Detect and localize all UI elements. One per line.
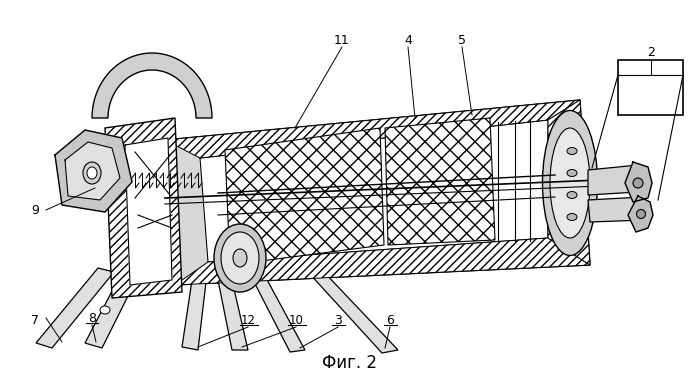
Ellipse shape xyxy=(221,232,259,284)
Polygon shape xyxy=(175,238,590,285)
Ellipse shape xyxy=(83,162,101,184)
Text: 12: 12 xyxy=(241,314,255,327)
Text: Фиг. 2: Фиг. 2 xyxy=(322,354,376,372)
Text: 3: 3 xyxy=(334,314,342,327)
Polygon shape xyxy=(588,197,645,222)
Ellipse shape xyxy=(550,128,590,238)
Text: 2: 2 xyxy=(647,46,655,60)
Polygon shape xyxy=(36,268,114,348)
Polygon shape xyxy=(588,165,638,195)
Polygon shape xyxy=(125,138,172,285)
Polygon shape xyxy=(218,280,248,350)
Polygon shape xyxy=(55,130,132,212)
Polygon shape xyxy=(65,142,120,200)
Polygon shape xyxy=(308,270,398,353)
Text: 9: 9 xyxy=(31,204,39,216)
Text: 4: 4 xyxy=(404,33,412,46)
Polygon shape xyxy=(628,196,653,232)
Ellipse shape xyxy=(633,178,643,188)
Polygon shape xyxy=(165,100,590,285)
Ellipse shape xyxy=(214,224,266,292)
Bar xyxy=(618,60,683,115)
Polygon shape xyxy=(165,100,580,158)
Polygon shape xyxy=(252,276,305,352)
Ellipse shape xyxy=(100,306,110,314)
Polygon shape xyxy=(85,272,138,348)
Ellipse shape xyxy=(542,111,597,255)
Polygon shape xyxy=(548,100,590,265)
Polygon shape xyxy=(182,280,206,350)
Text: 10: 10 xyxy=(288,314,304,327)
Polygon shape xyxy=(625,162,652,202)
Text: 8: 8 xyxy=(88,312,96,324)
Polygon shape xyxy=(92,53,212,118)
Polygon shape xyxy=(225,128,384,265)
Text: 5: 5 xyxy=(458,33,466,46)
Ellipse shape xyxy=(567,213,577,220)
Polygon shape xyxy=(200,120,548,262)
Ellipse shape xyxy=(567,192,577,198)
Text: 7: 7 xyxy=(31,314,39,327)
Ellipse shape xyxy=(637,210,646,219)
Ellipse shape xyxy=(87,167,97,179)
Text: 11: 11 xyxy=(334,33,350,46)
Ellipse shape xyxy=(233,249,247,267)
Polygon shape xyxy=(105,118,182,298)
Ellipse shape xyxy=(567,147,577,154)
Ellipse shape xyxy=(567,170,577,177)
Polygon shape xyxy=(385,118,495,245)
Text: 6: 6 xyxy=(386,314,394,327)
